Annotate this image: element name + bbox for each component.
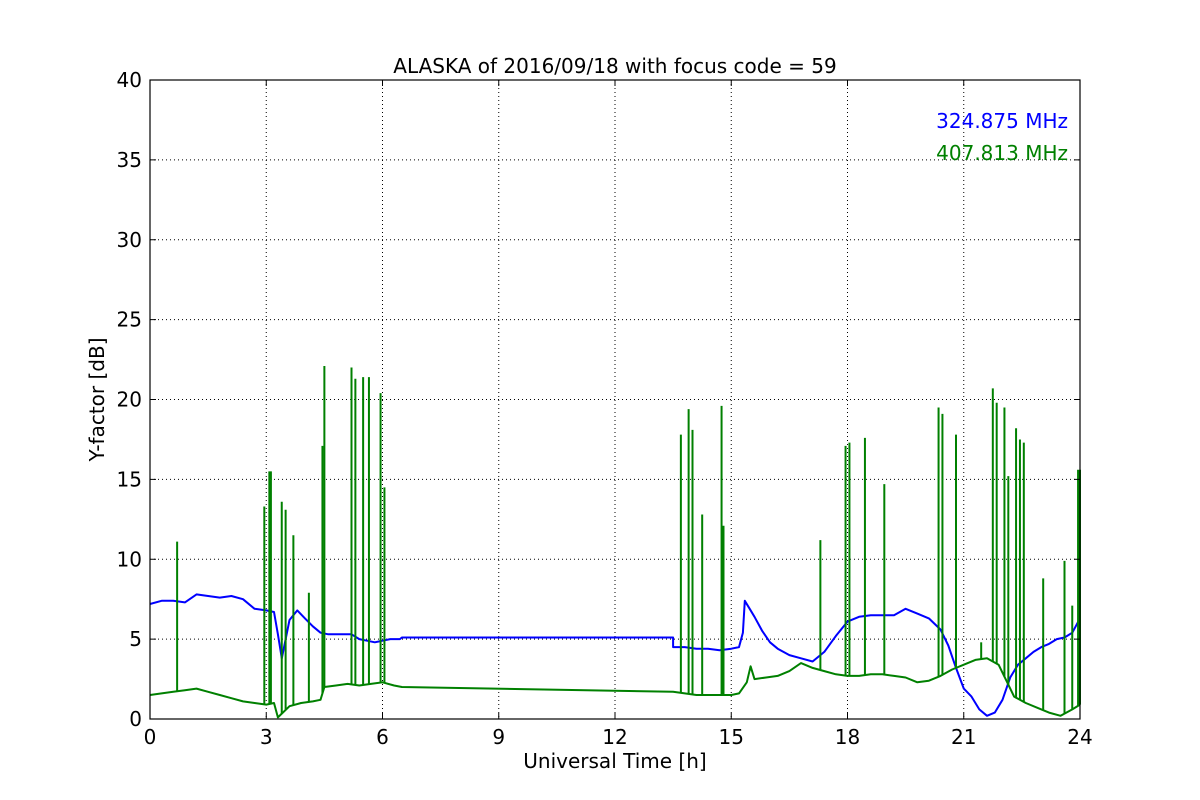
y-tick-label: 30: [117, 228, 142, 252]
x-tick-label: 9: [492, 725, 505, 749]
x-tick-label: 18: [835, 725, 860, 749]
legend-entry: 407.813 MHz: [936, 141, 1068, 165]
y-tick-label: 15: [117, 467, 142, 491]
legend-entry: 324.875 MHz: [936, 109, 1068, 133]
y-axis-label: Y-factor [dB]: [85, 337, 109, 462]
x-tick-label: 0: [144, 725, 157, 749]
y-tick-label: 35: [117, 148, 142, 172]
y-tick-label: 25: [117, 308, 142, 332]
x-tick-label: 21: [951, 725, 976, 749]
y-tick-label: 40: [117, 68, 142, 92]
x-tick-label: 15: [719, 725, 744, 749]
series-line-324-875-MHz: [149, 593, 1081, 717]
x-axis-label: Universal Time [h]: [523, 749, 706, 773]
plot-series: [149, 365, 1081, 719]
chart-title: ALASKA of 2016/09/18 with focus code = 5…: [393, 54, 836, 78]
axis-ticks: 0 3 6 9 12 15 18 21 24 0 5 10 15 20 25 30 35 40: [117, 68, 1093, 749]
x-tick-label: 3: [260, 725, 273, 749]
y-tick-label: 20: [117, 388, 142, 412]
x-tick-label: 6: [376, 725, 389, 749]
y-tick-label: 0: [129, 707, 142, 731]
legend: 324.875 MHz 407.813 MHz: [936, 109, 1068, 165]
grid: [150, 80, 1080, 719]
y-tick-label: 10: [117, 547, 142, 571]
x-tick-label: 24: [1067, 725, 1092, 749]
y-tick-label: 5: [129, 627, 142, 651]
x-tick-label: 12: [602, 725, 627, 749]
